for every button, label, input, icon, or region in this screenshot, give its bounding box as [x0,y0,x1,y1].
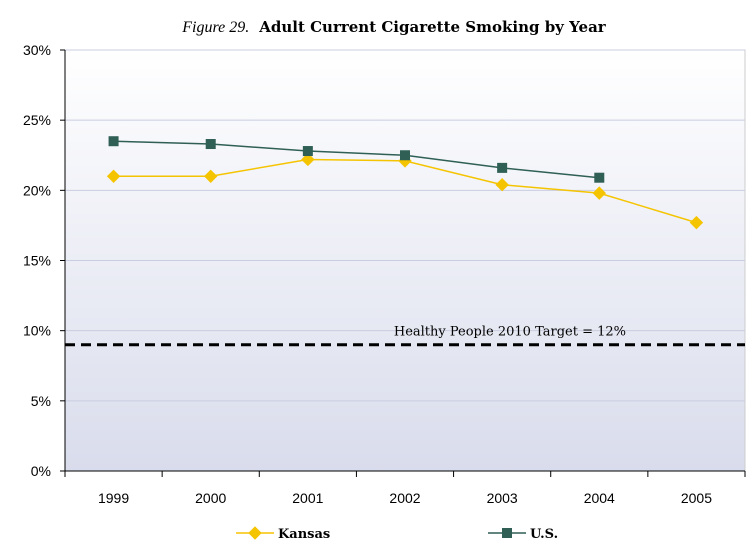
legend-label: Kansas [278,527,330,542]
data-point [592,186,606,200]
data-point [204,169,218,184]
axes [60,49,746,477]
data-point [301,152,315,167]
series-group [106,136,704,230]
x-tick-label: 1999 [98,490,129,506]
data-point [108,136,119,147]
gridlines [65,49,745,402]
legend-label: U.S. [530,527,558,542]
series-line [113,140,600,179]
figure-label: Figure 29. [181,19,249,36]
legend-marker [248,526,262,540]
legend-item-0: Kansas [236,526,330,542]
x-tick-label: 2004 [584,490,615,506]
data-point [689,215,704,230]
y-tick-label: 10% [23,323,51,339]
data-point [205,139,216,150]
chart-title: Figure 29. Adult Current Cigarette Smoki… [181,18,607,36]
data-point [594,172,605,183]
series-1 [108,136,605,183]
x-tick-label: 2002 [389,490,420,506]
x-tick-label: 2000 [195,490,226,506]
y-tick-label: 0% [31,463,51,479]
data-point [302,146,313,157]
data-point [497,162,508,173]
y-tick-label: 25% [23,112,51,128]
target-label: Healthy People 2010 Target = 12% [394,325,626,340]
legend: Kansas U.S. [236,526,558,542]
y-tick-label: 20% [23,182,51,198]
data-point [495,178,509,192]
y-tick-label: 30% [23,42,51,58]
y-tick-label: 15% [23,253,51,269]
data-point [400,150,410,161]
data-point [106,169,121,184]
target-line-group: Healthy People 2010 Target = 12% [65,325,745,347]
legend-item-1: U.S. [488,527,558,542]
legend-marker [502,528,512,538]
x-tick-label: 2005 [681,490,712,506]
y-tick-labels: 0% 5% 10% 15% 20% 25% 30% [23,42,51,479]
x-tick-label: 2003 [487,490,518,506]
chart-title-text: Adult Current Cigarette Smoking by Year [258,18,607,36]
y-tick-label: 5% [31,393,51,409]
x-tick-labels: 1999 2000 2001 2002 2003 2004 2005 [98,490,712,506]
x-tick-label: 2001 [292,490,323,506]
